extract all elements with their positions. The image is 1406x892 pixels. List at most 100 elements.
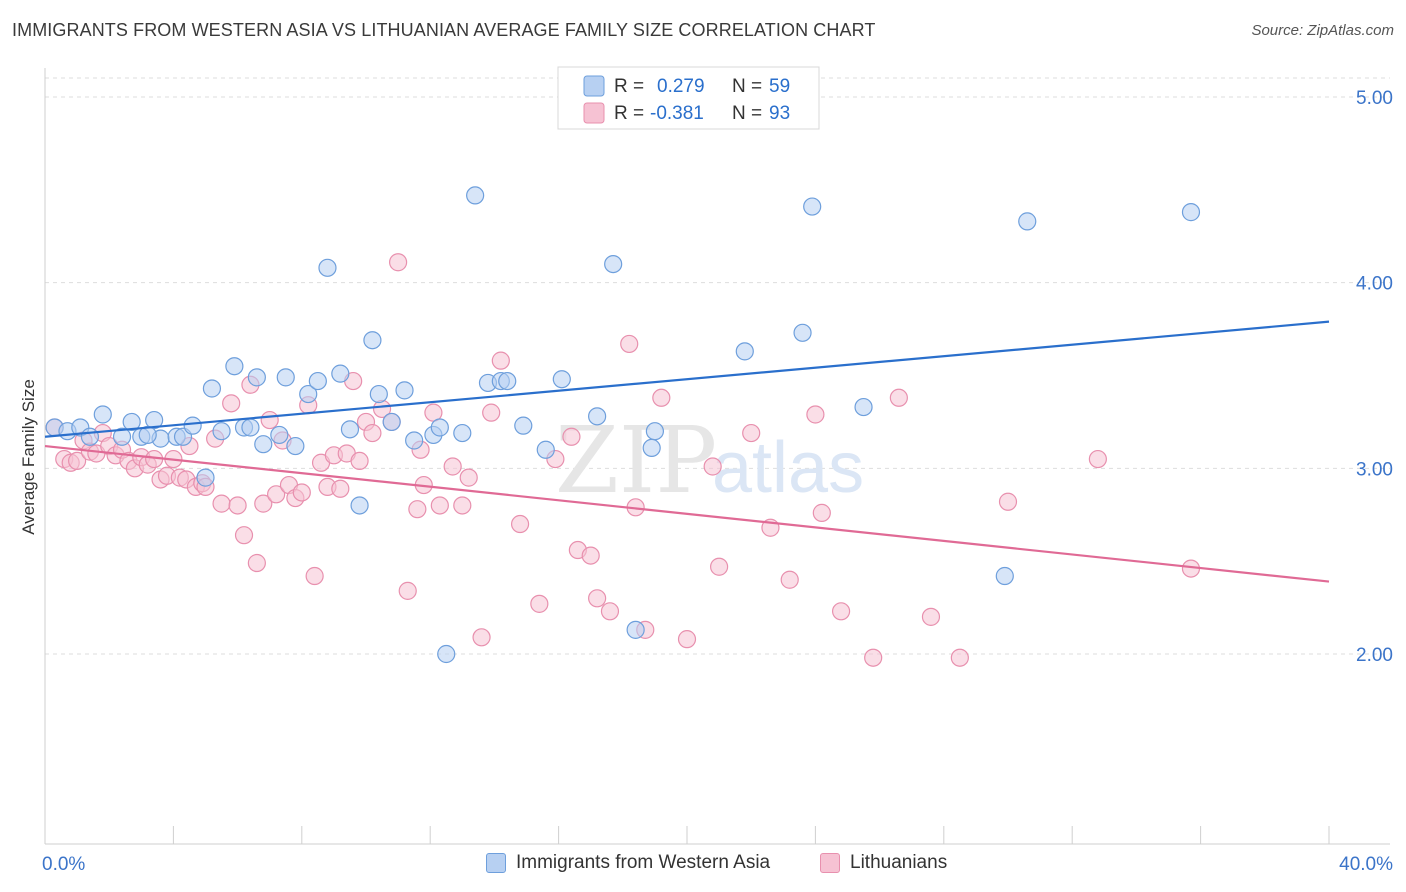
data-point bbox=[234, 526, 254, 545]
data-point bbox=[254, 435, 273, 454]
data-point bbox=[405, 431, 424, 450]
data-point bbox=[292, 483, 311, 502]
data-point bbox=[202, 379, 222, 398]
data-point bbox=[581, 546, 600, 565]
data-point bbox=[276, 368, 295, 387]
data-point bbox=[212, 422, 231, 441]
data-point bbox=[677, 630, 697, 649]
data-point bbox=[112, 427, 132, 446]
data-point bbox=[138, 425, 157, 445]
data-point bbox=[408, 500, 427, 519]
data-point bbox=[652, 388, 671, 407]
data-point bbox=[363, 423, 382, 443]
data-point bbox=[889, 388, 908, 407]
data-point bbox=[600, 602, 620, 621]
data-point bbox=[350, 496, 369, 515]
trend-lines bbox=[44, 320, 1330, 583]
chart-title: IMMIGRANTS FROM WESTERN ASIA VS LITHUANI… bbox=[12, 20, 876, 40]
data-point bbox=[530, 594, 549, 613]
watermark-zip: ZIP bbox=[555, 407, 717, 514]
data-point bbox=[466, 186, 485, 205]
data-point bbox=[331, 479, 350, 498]
x-tick-labels: 0.0% 40.0% bbox=[42, 854, 1393, 875]
data-point bbox=[950, 648, 969, 667]
trend-line bbox=[44, 444, 1330, 583]
data-point bbox=[395, 381, 414, 400]
data-point bbox=[803, 197, 822, 216]
data-point bbox=[620, 334, 639, 354]
data-point bbox=[864, 648, 883, 667]
data-point bbox=[430, 496, 449, 515]
data-point bbox=[398, 581, 417, 600]
data-point bbox=[437, 644, 456, 664]
y-tick-labels: 2.00 3.00 4.00 5.00 bbox=[1356, 88, 1393, 666]
data-point bbox=[709, 557, 729, 576]
data-point bbox=[305, 566, 324, 586]
axes bbox=[44, 68, 1390, 845]
data-point bbox=[389, 253, 408, 272]
data-point bbox=[340, 420, 360, 439]
data-point bbox=[998, 492, 1018, 511]
data-point bbox=[183, 416, 202, 435]
legend-n-value-2: 93 bbox=[769, 103, 790, 124]
data-point bbox=[228, 496, 247, 515]
legend-swatch-lithuanians bbox=[820, 853, 840, 873]
legend-n-label-1: N = bbox=[732, 76, 762, 97]
data-point bbox=[212, 494, 231, 513]
data-point bbox=[472, 628, 491, 647]
y-axis-label: Average Family Size bbox=[19, 379, 38, 535]
data-point bbox=[453, 423, 472, 443]
data-point bbox=[247, 553, 266, 573]
data-point bbox=[382, 412, 401, 432]
legend-item-lithuanians: Lithuanians bbox=[820, 852, 947, 874]
data-point bbox=[267, 485, 286, 504]
watermark: ZIP atlas bbox=[555, 407, 864, 514]
legend-r-value-2: -0.381 bbox=[650, 103, 704, 124]
legend-n-label-2: N = bbox=[732, 103, 762, 124]
legend-r-label-2: R = bbox=[614, 103, 644, 124]
legend-swatch-western-asia bbox=[486, 853, 506, 873]
data-point bbox=[225, 357, 244, 376]
data-point bbox=[703, 457, 722, 476]
legend-n-value-1: 59 bbox=[769, 76, 790, 97]
data-point bbox=[514, 416, 533, 435]
data-point bbox=[67, 451, 87, 471]
series-western-asia bbox=[45, 186, 1201, 664]
data-point bbox=[331, 364, 350, 383]
y-tick-label: 5.00 bbox=[1356, 88, 1393, 109]
data-point bbox=[299, 384, 318, 404]
data-point bbox=[562, 427, 581, 446]
data-point bbox=[742, 423, 761, 443]
data-point bbox=[854, 397, 873, 417]
data-point bbox=[604, 255, 623, 274]
data-point bbox=[510, 514, 530, 534]
data-point bbox=[93, 405, 112, 424]
data-point bbox=[735, 342, 754, 361]
data-point bbox=[588, 589, 607, 608]
data-point bbox=[80, 427, 100, 446]
data-point bbox=[552, 370, 571, 389]
data-point bbox=[482, 403, 501, 422]
x-tick-label: 40.0% bbox=[1339, 854, 1393, 875]
data-point bbox=[831, 602, 851, 621]
data-point bbox=[588, 407, 607, 426]
legend-bottom: Immigrants from Western Asia Lithuanians bbox=[0, 852, 1406, 878]
data-point bbox=[1088, 449, 1107, 469]
legend-swatch-blue bbox=[583, 75, 605, 97]
watermark-atlas: atlas bbox=[712, 428, 864, 508]
data-point bbox=[626, 620, 645, 639]
y-tick-label: 2.00 bbox=[1356, 645, 1393, 666]
y-tick-label: 3.00 bbox=[1356, 459, 1393, 480]
data-point bbox=[806, 405, 825, 424]
data-point bbox=[443, 457, 462, 476]
data-point bbox=[286, 436, 305, 456]
legend-r-value-1: 0.279 bbox=[657, 76, 705, 97]
data-point bbox=[363, 331, 382, 350]
legend-item-western-asia: Immigrants from Western Asia bbox=[486, 852, 770, 874]
legend-label-western-asia: Immigrants from Western Asia bbox=[516, 852, 771, 873]
data-point bbox=[642, 438, 661, 458]
data-point bbox=[780, 570, 799, 589]
data-point bbox=[241, 418, 260, 437]
data-point bbox=[196, 468, 215, 487]
